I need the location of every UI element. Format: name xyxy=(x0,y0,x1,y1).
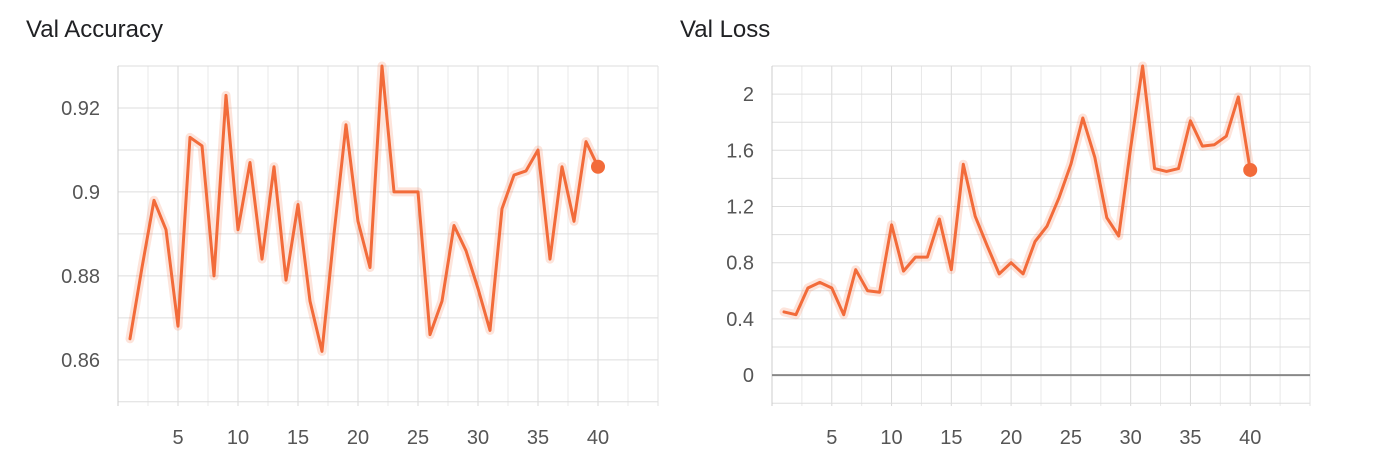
y-tick-label: 0.8 xyxy=(726,253,754,275)
y-tick-label: 1.2 xyxy=(726,196,754,218)
x-tick-label: 25 xyxy=(407,427,429,449)
x-tick-label: 25 xyxy=(1060,427,1082,449)
y-tick-label: 0.92 xyxy=(61,98,100,120)
x-tick-label: 35 xyxy=(1179,427,1201,449)
grid xyxy=(771,65,1311,406)
last-point-marker xyxy=(591,159,605,174)
val-accuracy-panel: Val Accuracy 0.86 0.88 0.9 0.92 5 10 15 20 25 30 3… xyxy=(0,0,680,458)
last-point-marker xyxy=(1243,162,1258,177)
y-tick-label: 1.6 xyxy=(726,140,754,162)
x-tick-label: 10 xyxy=(880,427,902,449)
y-tick-label: 0.9 xyxy=(72,182,100,204)
x-tick-label: 10 xyxy=(227,427,249,449)
y-tick-label: 0.4 xyxy=(726,309,754,331)
x-tick-label: 5 xyxy=(172,427,183,449)
y-tick-label: 0 xyxy=(743,365,754,387)
x-tick-label: 15 xyxy=(287,427,309,449)
series-halo xyxy=(125,61,603,356)
x-tick-label: 35 xyxy=(527,427,549,449)
series-line xyxy=(128,64,600,353)
x-tick-label: 30 xyxy=(1120,427,1142,449)
series-line xyxy=(782,64,1252,317)
x-tick-label: 30 xyxy=(467,427,489,449)
chart-title: Val Accuracy xyxy=(26,16,163,43)
x-tick-label: 40 xyxy=(587,427,609,449)
x-tick-label: 20 xyxy=(347,427,369,449)
y-tick-label: 0.88 xyxy=(61,266,100,288)
y-tick-label: 2 xyxy=(743,84,754,106)
grid xyxy=(117,65,659,406)
y-tick-label: 0.86 xyxy=(61,350,100,372)
x-tick-label: 20 xyxy=(1000,427,1022,449)
val-accuracy-chart: 0.86 0.88 0.9 0.92 5 10 15 20 25 30 35 40 xyxy=(61,61,659,449)
val-loss-panel: Val Loss 0 0.4 0.8 1.2 1.6 2 5 10 15 20 25 30 35 40 xyxy=(680,0,1400,458)
chart-title: Val Loss xyxy=(680,16,771,43)
val-loss-chart: 00.40.81.21.625 10 15 20 25 30 35 40 xyxy=(726,61,1311,449)
x-tick-label: 15 xyxy=(940,427,962,449)
x-tick-label: 40 xyxy=(1239,427,1261,449)
x-tick-label: 5 xyxy=(826,427,837,449)
